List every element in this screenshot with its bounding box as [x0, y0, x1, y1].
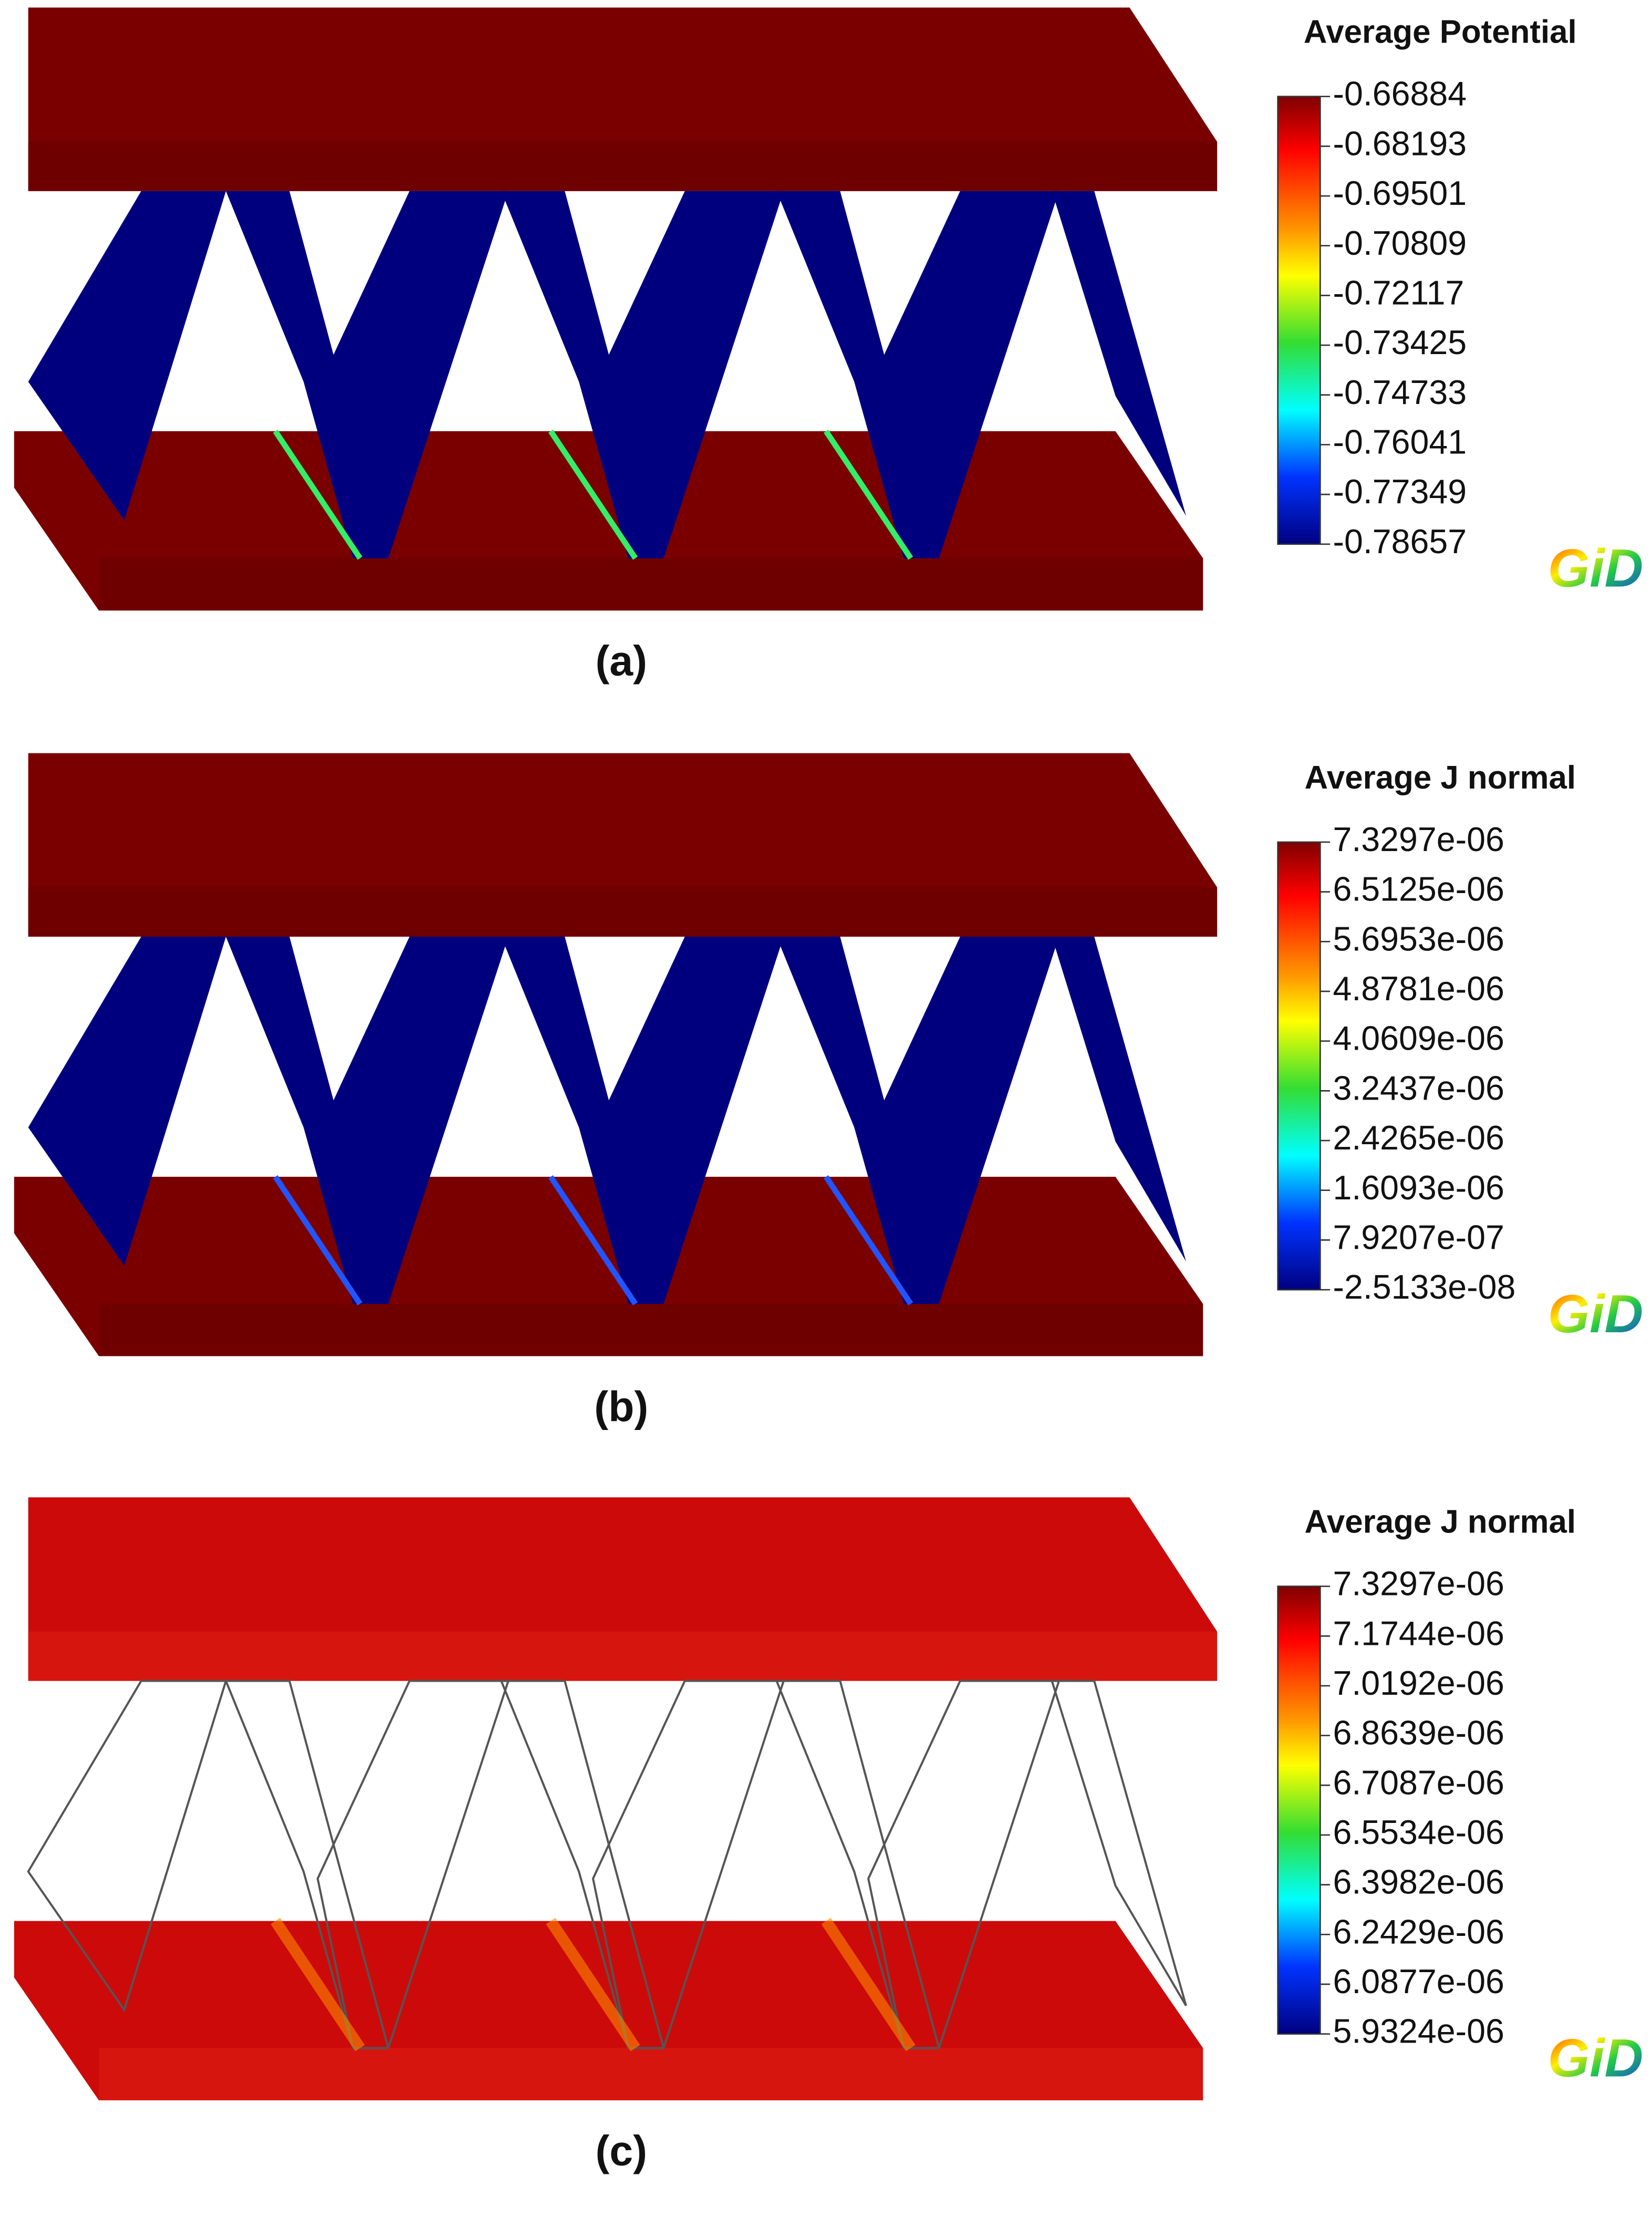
panel: Average J normal 7.3297e-06 7.1744e-06 7.01…	[14, 1497, 1643, 2174]
colorbar-label: 4.8781e-06	[1333, 970, 1504, 1008]
caption: (c)	[595, 2127, 647, 2174]
ribbon-edge	[824, 1175, 913, 1305]
colorbar-label: 6.8639e-06	[1333, 1714, 1504, 1752]
ribbon	[867, 1680, 1061, 2049]
colorbar-label: -0.70809	[1333, 224, 1467, 262]
ribbon	[1052, 937, 1186, 1262]
colorbar-label: 2.4265e-06	[1333, 1119, 1504, 1157]
ribbon-edge	[273, 1175, 362, 1305]
colorbar-label: 6.0877e-06	[1333, 1963, 1504, 2001]
bottom-plate-front	[99, 1303, 1203, 1356]
ribbon-edge	[273, 429, 362, 560]
ribbon-edge	[548, 1175, 638, 1305]
ribbon-edge	[271, 1918, 365, 2051]
ribbon	[28, 191, 226, 521]
colorbar-label: -0.74733	[1333, 374, 1467, 411]
colorbar-label: -0.78657	[1333, 523, 1467, 561]
colorbar-label: 4.0609e-06	[1333, 1020, 1504, 1058]
colorbar-label: 3.2437e-06	[1333, 1069, 1504, 1107]
bottom-plate-front	[99, 2048, 1203, 2100]
logo: GiD	[1548, 1284, 1644, 1344]
colorbar-label: 6.2429e-06	[1333, 1913, 1504, 1951]
colorbar-label: 6.3982e-06	[1333, 1863, 1504, 1901]
colorbar-label: 6.7087e-06	[1333, 1764, 1504, 1801]
ribbon	[1050, 1680, 1187, 2006]
colorbar-label: 5.6953e-06	[1333, 920, 1504, 958]
colorbar-label: -0.73425	[1333, 324, 1467, 361]
colorbar-label: -0.76041	[1333, 423, 1467, 461]
colorbar-label: 7.3297e-06	[1333, 1565, 1504, 1603]
top-plate-front	[28, 141, 1218, 191]
panel: Average J normal 7.3297e-06 6.5125e-06 5.69…	[14, 753, 1643, 1431]
colorbar	[1277, 96, 1321, 545]
logo: GiD	[1548, 538, 1644, 598]
ribbon	[1052, 191, 1186, 516]
colorbar-label: 7.3297e-06	[1333, 821, 1504, 858]
colorbar-label: -0.72117	[1333, 274, 1464, 312]
ribbon	[317, 937, 508, 1304]
colorbar-label: 7.9207e-07	[1333, 1218, 1504, 1256]
ribbon	[593, 937, 784, 1304]
ribbon	[317, 191, 508, 558]
ribbon	[868, 937, 1059, 1304]
legend-title: Average J normal	[1305, 1504, 1576, 1540]
colorbar-label: 6.5534e-06	[1333, 1813, 1504, 1851]
colorbar	[1277, 1585, 1321, 2035]
colorbar-label: -0.69501	[1333, 174, 1467, 212]
caption: (a)	[595, 638, 647, 685]
ribbon	[28, 937, 226, 1266]
ribbon-edge	[548, 429, 638, 560]
caption: (b)	[594, 1383, 648, 1431]
colorbar-label: 7.0192e-06	[1333, 1664, 1504, 1702]
legend-title: Average J normal	[1305, 760, 1576, 796]
colorbar-label: -0.68193	[1333, 125, 1467, 162]
colorbar-label: -0.66884	[1333, 75, 1467, 113]
logo: GiD	[1548, 2028, 1644, 2088]
ribbon	[868, 191, 1059, 558]
ribbon	[316, 1680, 510, 2049]
colorbar-label: 1.6093e-06	[1333, 1169, 1504, 1207]
ribbon-edge	[546, 1918, 640, 2051]
ribbon-edge	[821, 1918, 916, 2051]
top-plate-front	[28, 887, 1218, 937]
colorbar-label: 7.1744e-06	[1333, 1614, 1504, 1652]
panel: Average Potential -0.66884 -0.68193 -0.6950…	[14, 7, 1643, 685]
colorbar	[1277, 841, 1321, 1291]
top-plate-front	[28, 1631, 1218, 1681]
bottom-plate-front	[99, 558, 1203, 611]
ribbon	[593, 191, 784, 558]
ribbon-edge	[824, 429, 913, 560]
ribbon	[591, 1680, 785, 2049]
colorbar-label: -0.77349	[1333, 473, 1467, 511]
colorbar-label: 5.9324e-06	[1333, 2013, 1504, 2050]
colorbar-label: -2.5133e-08	[1333, 1268, 1516, 1306]
colorbar-label: 6.5125e-06	[1333, 870, 1504, 908]
legend-title: Average Potential	[1304, 14, 1577, 50]
